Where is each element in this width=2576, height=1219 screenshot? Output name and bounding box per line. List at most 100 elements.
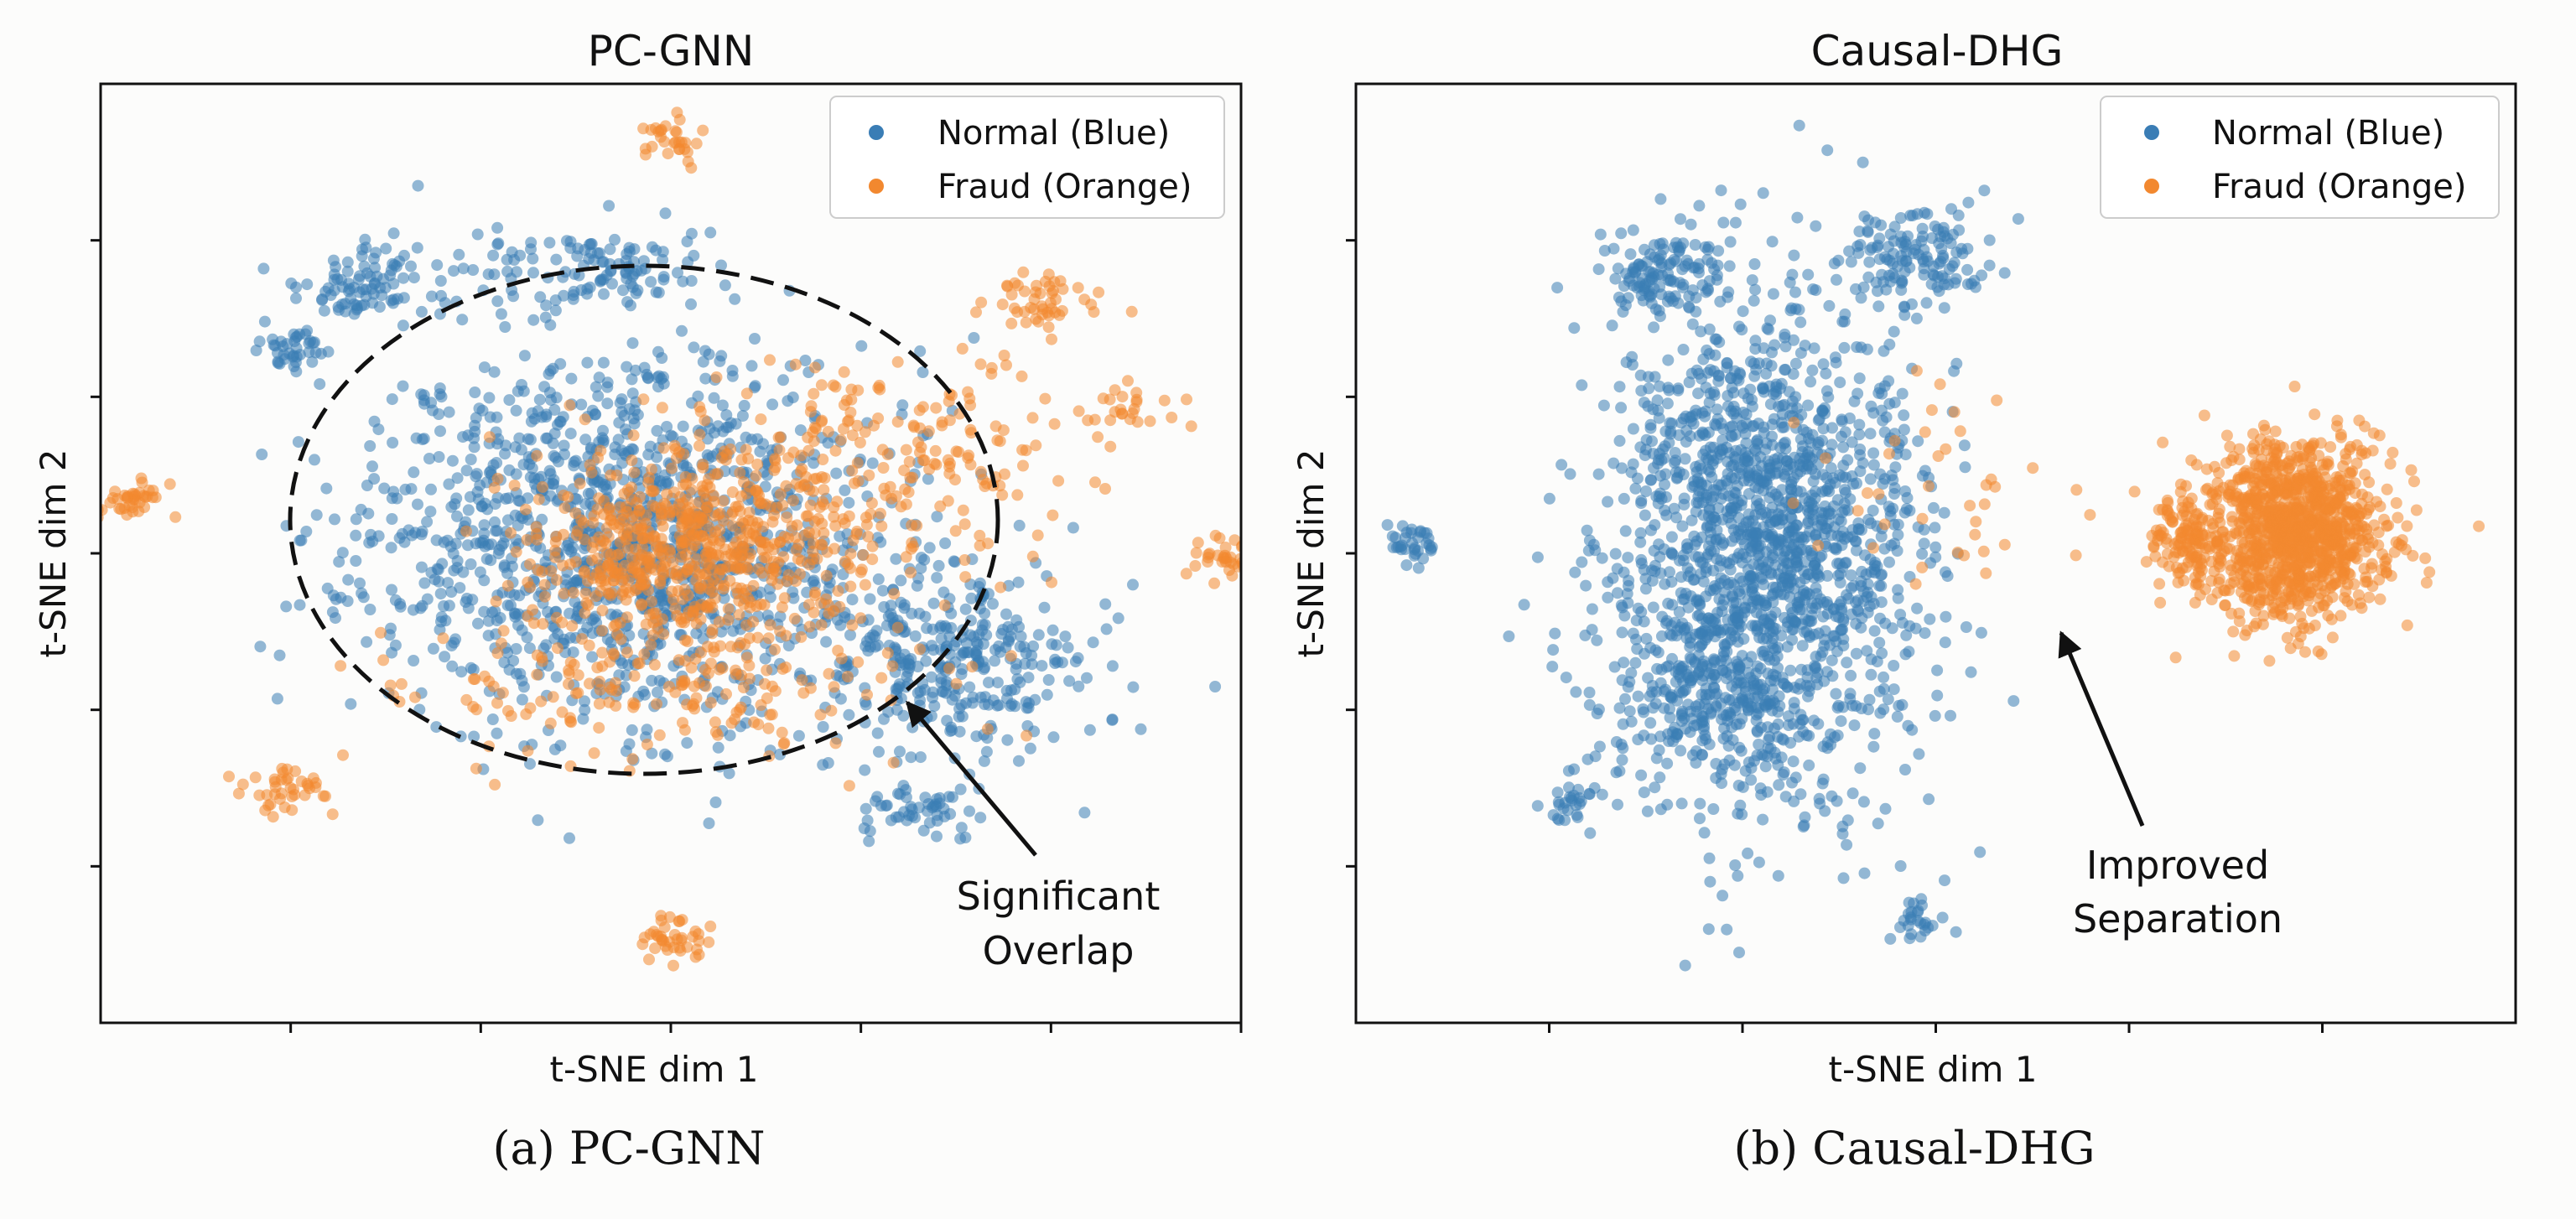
- scatter-point: [713, 615, 725, 628]
- scatter-point: [358, 298, 371, 311]
- scatter-point: [1695, 556, 1707, 568]
- scatter-point: [885, 814, 897, 827]
- scatter-point: [487, 680, 500, 692]
- scatter-point: [1093, 286, 1105, 298]
- scatter-point: [1555, 459, 1568, 471]
- scatter-point: [1839, 426, 1852, 438]
- scatter-point: [1781, 564, 1794, 577]
- scatter-point: [1765, 360, 1778, 372]
- scatter-point: [761, 610, 774, 622]
- scatter-point: [1099, 598, 1112, 610]
- scatter-point: [981, 732, 994, 744]
- scatter-point: [843, 496, 855, 509]
- scatter-point: [1018, 305, 1031, 318]
- scatter-point: [1069, 656, 1082, 668]
- scatter-point: [1659, 440, 1671, 453]
- scatter-point: [1696, 463, 1708, 475]
- scatter-point: [478, 519, 491, 532]
- scatter-point: [1687, 573, 1700, 586]
- scatter-point: [1774, 382, 1787, 395]
- scatter-point: [903, 455, 916, 468]
- scatter-point: [743, 552, 755, 564]
- scatter-point: [1047, 731, 1060, 744]
- scatter-point: [762, 722, 775, 734]
- scatter-point: [497, 625, 510, 637]
- scatter-point: [1024, 742, 1036, 755]
- scatter-point: [1760, 564, 1773, 576]
- scatter-point: [1918, 523, 1930, 536]
- scatter-point: [849, 477, 860, 490]
- scatter-point: [1797, 423, 1810, 436]
- scatter-point: [1874, 612, 1886, 625]
- scatter-point: [991, 677, 1004, 689]
- scatter-point: [834, 692, 847, 705]
- scatter-point: [782, 395, 794, 407]
- scatter-point: [1116, 391, 1129, 403]
- scatter-point: [1686, 318, 1699, 330]
- scatter-point: [740, 431, 752, 444]
- scatter-point: [1746, 400, 1758, 412]
- scatter-point: [1684, 412, 1696, 423]
- scatter-point: [505, 527, 517, 539]
- scatter-point: [1826, 438, 1838, 451]
- scatter-point: [1875, 579, 1888, 592]
- scatter-point: [1771, 513, 1784, 526]
- scatter-point: [495, 308, 507, 320]
- scatter-point: [1597, 399, 1610, 412]
- scatter-point: [891, 355, 904, 368]
- scatter-point: [435, 391, 448, 403]
- scatter-point: [602, 588, 615, 599]
- scatter-point: [579, 703, 591, 716]
- scatter-point: [478, 574, 491, 587]
- scatter-point: [1602, 576, 1614, 589]
- scatter-point: [762, 632, 775, 645]
- scatter-point: [1892, 592, 1904, 604]
- scatter-point: [861, 688, 873, 701]
- scatter-point: [1011, 489, 1024, 501]
- scatter-point: [730, 706, 743, 718]
- scatter-point: [1666, 599, 1679, 611]
- scatter-point: [973, 629, 985, 641]
- scatter-point: [1781, 464, 1794, 476]
- scatter-point: [285, 278, 298, 289]
- scatter-point: [1898, 423, 1910, 436]
- scatter-point: [654, 574, 667, 587]
- scatter-point: [300, 526, 313, 537]
- scatter-point: [822, 425, 834, 438]
- scatter-point: [1931, 664, 1944, 677]
- scatter-point: [1924, 613, 1936, 625]
- scatter-point: [445, 501, 458, 513]
- scatter-point: [943, 791, 955, 803]
- scatter-point: [1639, 449, 1651, 462]
- scatter-point: [1799, 573, 1811, 585]
- scatter-point: [938, 810, 951, 822]
- scatter-point: [627, 412, 640, 425]
- scatter-point: [789, 358, 802, 371]
- scatter-point: [954, 783, 967, 796]
- scatter-point: [1810, 588, 1823, 600]
- scatter-point: [1627, 224, 1639, 236]
- scatter-point: [467, 673, 480, 686]
- scatter-point: [1899, 485, 1911, 497]
- scatter-point: [472, 617, 484, 630]
- scatter-point: [1787, 755, 1800, 768]
- scatter-point: [614, 397, 626, 409]
- scatter-point: [617, 284, 629, 297]
- scatter-point: [815, 619, 828, 631]
- scatter-point: [1696, 407, 1709, 419]
- scatter-point: [1748, 258, 1761, 270]
- scatter-point: [722, 614, 735, 626]
- scatter-point: [1632, 602, 1644, 615]
- scatter-point: [1640, 485, 1652, 497]
- scatter-point: [1711, 273, 1723, 286]
- scatter-point: [1127, 578, 1139, 591]
- scatter-point: [915, 562, 927, 574]
- scatter-point: [1042, 321, 1055, 334]
- scatter-point: [1773, 400, 1784, 412]
- scatter-point: [1724, 236, 1737, 248]
- scatter-point: [860, 802, 872, 815]
- scatter-point: [1679, 453, 1691, 465]
- scatter-point: [361, 635, 373, 648]
- scatter-point: [537, 618, 549, 630]
- scatter-point: [817, 721, 829, 733]
